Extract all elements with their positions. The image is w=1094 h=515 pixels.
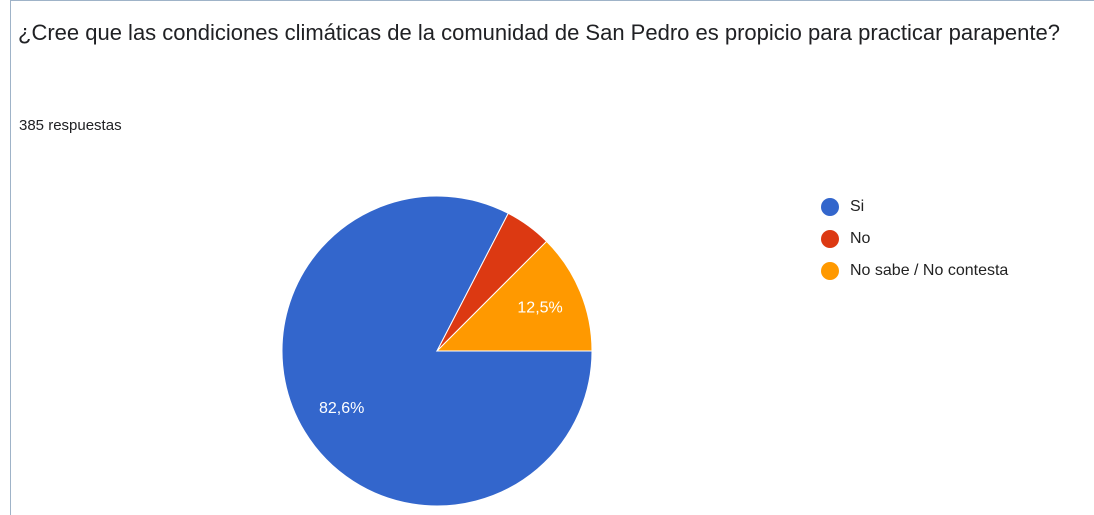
card-border [10, 0, 1094, 515]
legend-label: Si [850, 198, 864, 215]
legend-label: No sabe / No contesta [850, 262, 1008, 279]
slice-label: 12,5% [517, 300, 562, 317]
legend-swatch [821, 262, 839, 280]
slice-label: 82,6% [319, 400, 364, 417]
chart-title: ¿Cree que las condiciones climáticas de … [18, 20, 1060, 45]
legend-swatch [821, 198, 839, 216]
pie-slice [435, 240, 593, 352]
response-count: 385 respuestas [19, 117, 122, 134]
legend-label: No [850, 230, 871, 247]
title-box: ¿Cree que las condiciones climáticas de … [18, 20, 1060, 45]
legend-swatch [821, 230, 839, 248]
